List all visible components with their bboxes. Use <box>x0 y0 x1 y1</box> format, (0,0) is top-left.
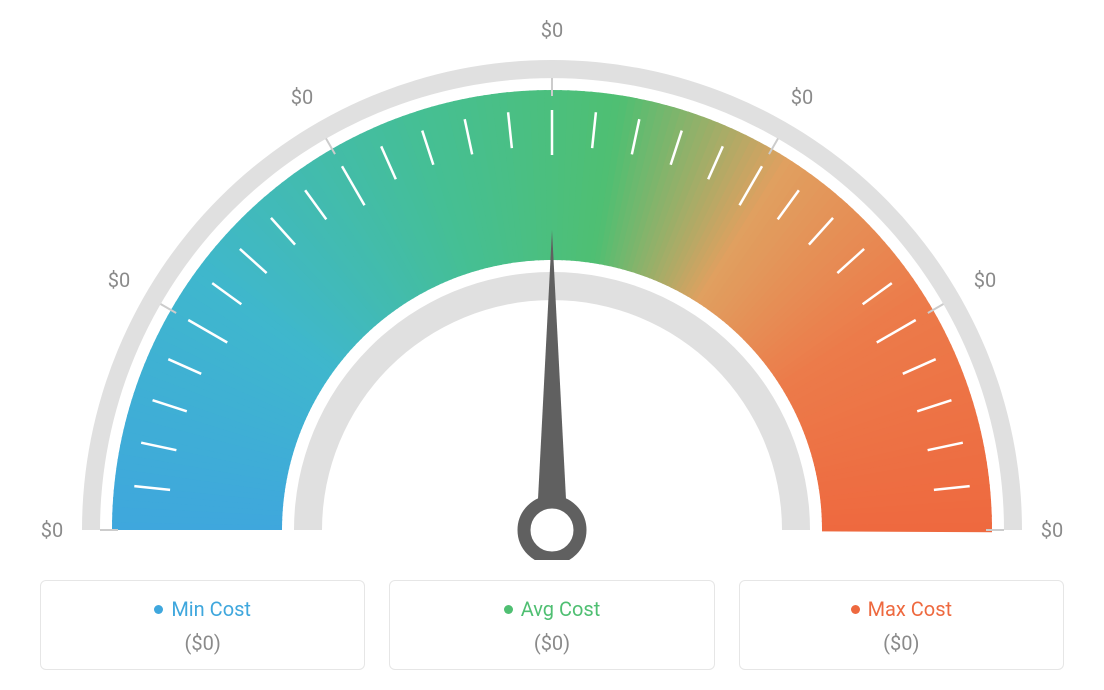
gauge-tick-label: $0 <box>791 85 813 109</box>
legend-value-max: ($0) <box>752 631 1051 655</box>
gauge-tick-label: $0 <box>41 518 63 542</box>
legend-value-min: ($0) <box>53 631 352 655</box>
legend-label-avg: Avg Cost <box>521 597 601 621</box>
legend-card-avg: Avg Cost ($0) <box>389 580 714 670</box>
gauge-chart: $0 $0 $0 $0 $0 $0 $0 <box>0 0 1104 560</box>
legend-label-min: Min Cost <box>171 597 251 621</box>
legend-title-min: Min Cost <box>154 597 251 621</box>
legend-row: Min Cost ($0) Avg Cost ($0) Max Cost ($0… <box>40 580 1064 670</box>
legend-label-max: Max Cost <box>868 597 953 621</box>
gauge-tick-label: $0 <box>108 268 130 292</box>
gauge-tick-label: $0 <box>541 18 563 42</box>
legend-card-max: Max Cost ($0) <box>739 580 1064 670</box>
legend-dot-avg <box>504 605 513 614</box>
legend-dot-max <box>851 605 860 614</box>
gauge-tick-label: $0 <box>291 85 313 109</box>
gauge-tick-label: $0 <box>1041 518 1063 542</box>
legend-value-avg: ($0) <box>402 631 701 655</box>
legend-card-min: Min Cost ($0) <box>40 580 365 670</box>
legend-dot-min <box>154 605 163 614</box>
gauge-tick-label: $0 <box>974 268 996 292</box>
legend-title-avg: Avg Cost <box>504 597 601 621</box>
gauge-svg <box>0 0 1104 560</box>
legend-title-max: Max Cost <box>851 597 953 621</box>
